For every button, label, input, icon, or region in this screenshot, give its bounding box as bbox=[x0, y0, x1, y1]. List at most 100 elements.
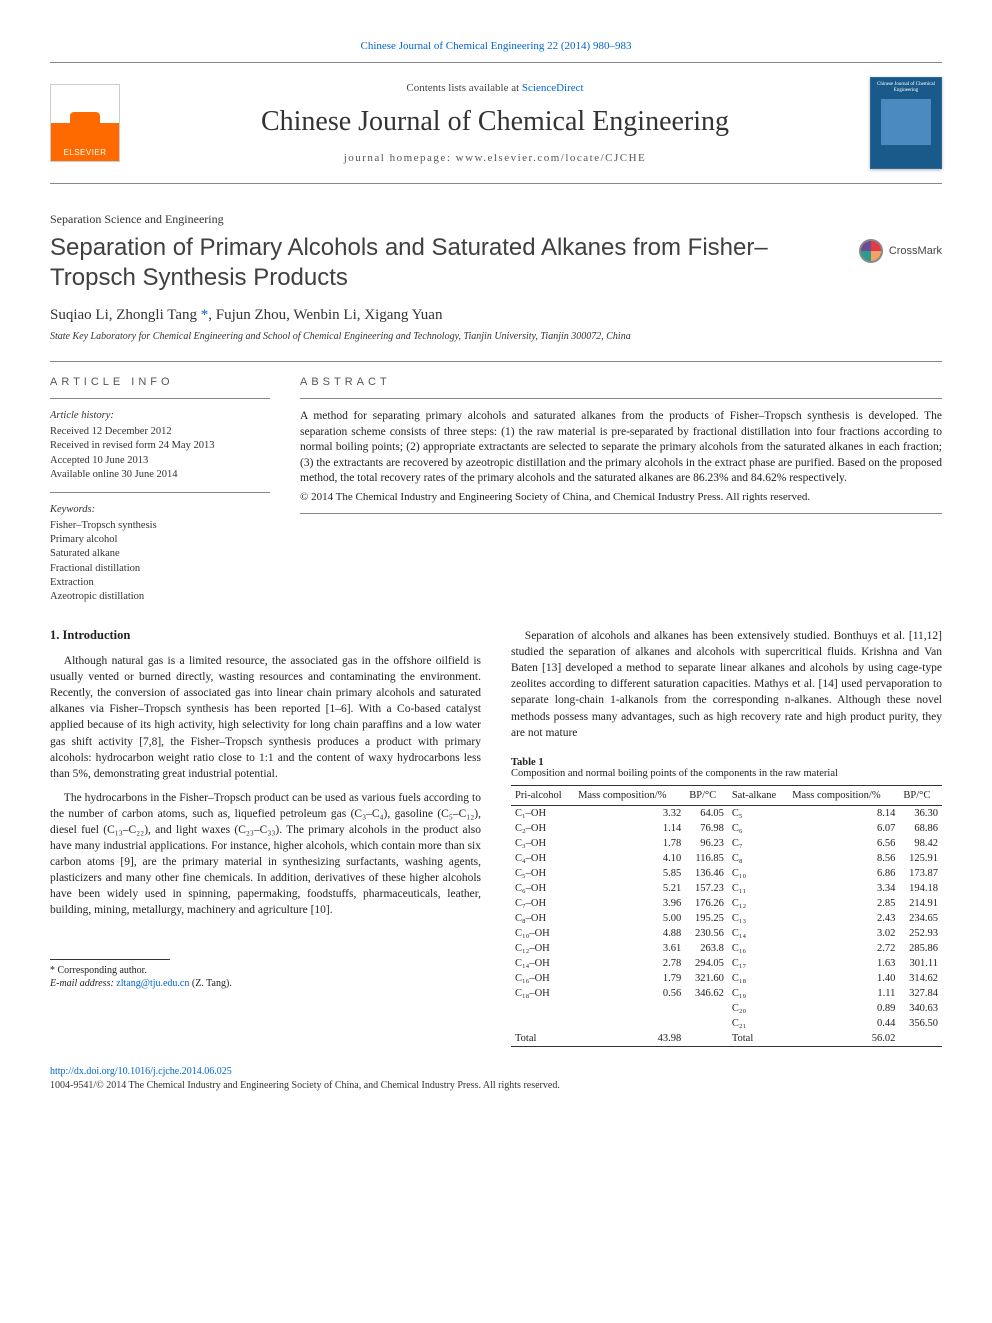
table-cell: C₃–OH bbox=[511, 836, 574, 851]
table-cell: C₁₄ bbox=[728, 926, 788, 941]
table-cell: 8.56 bbox=[788, 851, 899, 866]
abstract-rule bbox=[300, 398, 942, 399]
table-cell: 252.93 bbox=[899, 926, 942, 941]
table-cell: C₈–OH bbox=[511, 911, 574, 926]
footnote-corr-text: * Corresponding author. bbox=[50, 965, 147, 976]
abstract-copyright: © 2014 The Chemical Industry and Enginee… bbox=[300, 491, 942, 503]
table-cell bbox=[511, 1016, 574, 1031]
table-row: C₁₂–OH3.61263.8C₁₆2.72285.86 bbox=[511, 941, 942, 956]
abstract-bottom-rule bbox=[300, 513, 942, 514]
crossmark-icon bbox=[859, 239, 883, 263]
table-cell: C₇–OH bbox=[511, 896, 574, 911]
crossmark-badge[interactable]: CrossMark bbox=[859, 233, 942, 263]
authors-part1: Suqiao Li, Zhongli Tang bbox=[50, 307, 201, 323]
rule-divider bbox=[50, 361, 942, 362]
crossmark-label: CrossMark bbox=[889, 245, 942, 257]
cover-thumb-image bbox=[881, 99, 931, 145]
table-cell: C₂–OH bbox=[511, 821, 574, 836]
keywords-heading: Keywords: bbox=[50, 503, 270, 517]
table-row: C₂₁0.44356.50 bbox=[511, 1016, 942, 1031]
table-cell: 116.85 bbox=[685, 851, 728, 866]
table-cell: C₈ bbox=[728, 851, 788, 866]
footnote-email-label: E-mail address: bbox=[50, 978, 116, 989]
table1-caption-text: Composition and normal boiling points of… bbox=[511, 768, 838, 779]
table-cell: 76.98 bbox=[685, 821, 728, 836]
homepage-url: www.elsevier.com/locate/CJCHE bbox=[456, 152, 647, 164]
table-cell: 98.42 bbox=[899, 836, 942, 851]
history-line: Received 12 December 2012 bbox=[50, 425, 270, 439]
footnote-email-link[interactable]: zltang@tju.edu.cn bbox=[116, 978, 189, 989]
table-cell bbox=[899, 1031, 942, 1047]
article-info-heading: ARTICLE INFO bbox=[50, 376, 270, 388]
intro-heading: 1. Introduction bbox=[50, 628, 481, 643]
table-cell bbox=[574, 1016, 685, 1031]
keyword: Fractional distillation bbox=[50, 562, 270, 576]
table-cell: C₁₁ bbox=[728, 881, 788, 896]
table-cell: 327.84 bbox=[899, 986, 942, 1001]
keyword: Fisher–Tropsch synthesis bbox=[50, 519, 270, 533]
table-cell: C₁–OH bbox=[511, 805, 574, 821]
history-line: Available online 30 June 2014 bbox=[50, 468, 270, 482]
keyword: Azeotropic distillation bbox=[50, 590, 270, 604]
table-cell: 1.79 bbox=[574, 971, 685, 986]
table-header: Sat-alkane bbox=[728, 785, 788, 805]
table-cell: C₆ bbox=[728, 821, 788, 836]
table-header: Pri-alcohol bbox=[511, 785, 574, 805]
table-cell: 1.78 bbox=[574, 836, 685, 851]
homepage-prefix: journal homepage: bbox=[344, 152, 456, 164]
affiliation: State Key Laboratory for Chemical Engine… bbox=[50, 330, 942, 343]
table1-caption: Table 1 Composition and normal boiling p… bbox=[511, 757, 942, 779]
table-cell: 356.50 bbox=[899, 1016, 942, 1031]
running-head-link[interactable]: Chinese Journal of Chemical Engineering … bbox=[361, 40, 632, 52]
table-cell: 4.10 bbox=[574, 851, 685, 866]
journal-name: Chinese Journal of Chemical Engineering bbox=[138, 106, 852, 138]
body-column-left: 1. Introduction Although natural gas is … bbox=[50, 628, 481, 1047]
doi-link[interactable]: http://dx.doi.org/10.1016/j.cjche.2014.0… bbox=[50, 1066, 232, 1077]
table-cell: 0.89 bbox=[788, 1001, 899, 1016]
table-cell: 68.86 bbox=[899, 821, 942, 836]
table-cell: 125.91 bbox=[899, 851, 942, 866]
history-line: Accepted 10 June 2013 bbox=[50, 454, 270, 468]
masthead: ELSEVIER Contents lists available at Sci… bbox=[50, 62, 942, 184]
table-cell: 214.91 bbox=[899, 896, 942, 911]
table-cell: 301.11 bbox=[899, 956, 942, 971]
table-cell: 194.18 bbox=[899, 881, 942, 896]
contents-prefix: Contents lists available at bbox=[406, 82, 521, 94]
info-rule bbox=[50, 398, 270, 399]
table-cell: 285.86 bbox=[899, 941, 942, 956]
table-header: BP/°C bbox=[899, 785, 942, 805]
sciencedirect-link[interactable]: ScienceDirect bbox=[522, 82, 584, 94]
corresponding-footnote: * Corresponding author. E-mail address: … bbox=[50, 964, 481, 990]
table-cell: 1.11 bbox=[788, 986, 899, 1001]
publisher-logo: ELSEVIER bbox=[50, 84, 120, 162]
table-cell: 5.21 bbox=[574, 881, 685, 896]
table-cell: 6.56 bbox=[788, 836, 899, 851]
table-cell: 3.96 bbox=[574, 896, 685, 911]
footnote-rule bbox=[50, 959, 170, 960]
abstract-column: ABSTRACT A method for separating primary… bbox=[300, 376, 942, 604]
author-list: Suqiao Li, Zhongli Tang *, Fujun Zhou, W… bbox=[50, 307, 942, 324]
table-cell: 96.23 bbox=[685, 836, 728, 851]
table-cell: 2.85 bbox=[788, 896, 899, 911]
table-cell bbox=[511, 1001, 574, 1016]
body-paragraph: The hydrocarbons in the Fisher–Tropsch p… bbox=[50, 790, 481, 919]
table-cell: 136.46 bbox=[685, 866, 728, 881]
info-rule bbox=[50, 492, 270, 493]
keyword: Primary alcohol bbox=[50, 533, 270, 547]
table-cell: 263.8 bbox=[685, 941, 728, 956]
abstract-text: A method for separating primary alcohols… bbox=[300, 409, 942, 487]
table-cell: 3.32 bbox=[574, 805, 685, 821]
table-cell: Total bbox=[728, 1031, 788, 1047]
table-cell: C₁₆–OH bbox=[511, 971, 574, 986]
table-cell: 314.62 bbox=[899, 971, 942, 986]
table-cell: C₁₈ bbox=[728, 971, 788, 986]
footer-block: http://dx.doi.org/10.1016/j.cjche.2014.0… bbox=[50, 1065, 942, 1093]
table-cell: 0.44 bbox=[788, 1016, 899, 1031]
table-cell: 1.14 bbox=[574, 821, 685, 836]
table-row: C₇–OH3.96176.26C₁₂2.85214.91 bbox=[511, 896, 942, 911]
table-row: C₂₀0.89340.63 bbox=[511, 1001, 942, 1016]
table-cell: 1.63 bbox=[788, 956, 899, 971]
table-cell: 1.40 bbox=[788, 971, 899, 986]
table-cell: 176.26 bbox=[685, 896, 728, 911]
table-cell: C₁₀–OH bbox=[511, 926, 574, 941]
